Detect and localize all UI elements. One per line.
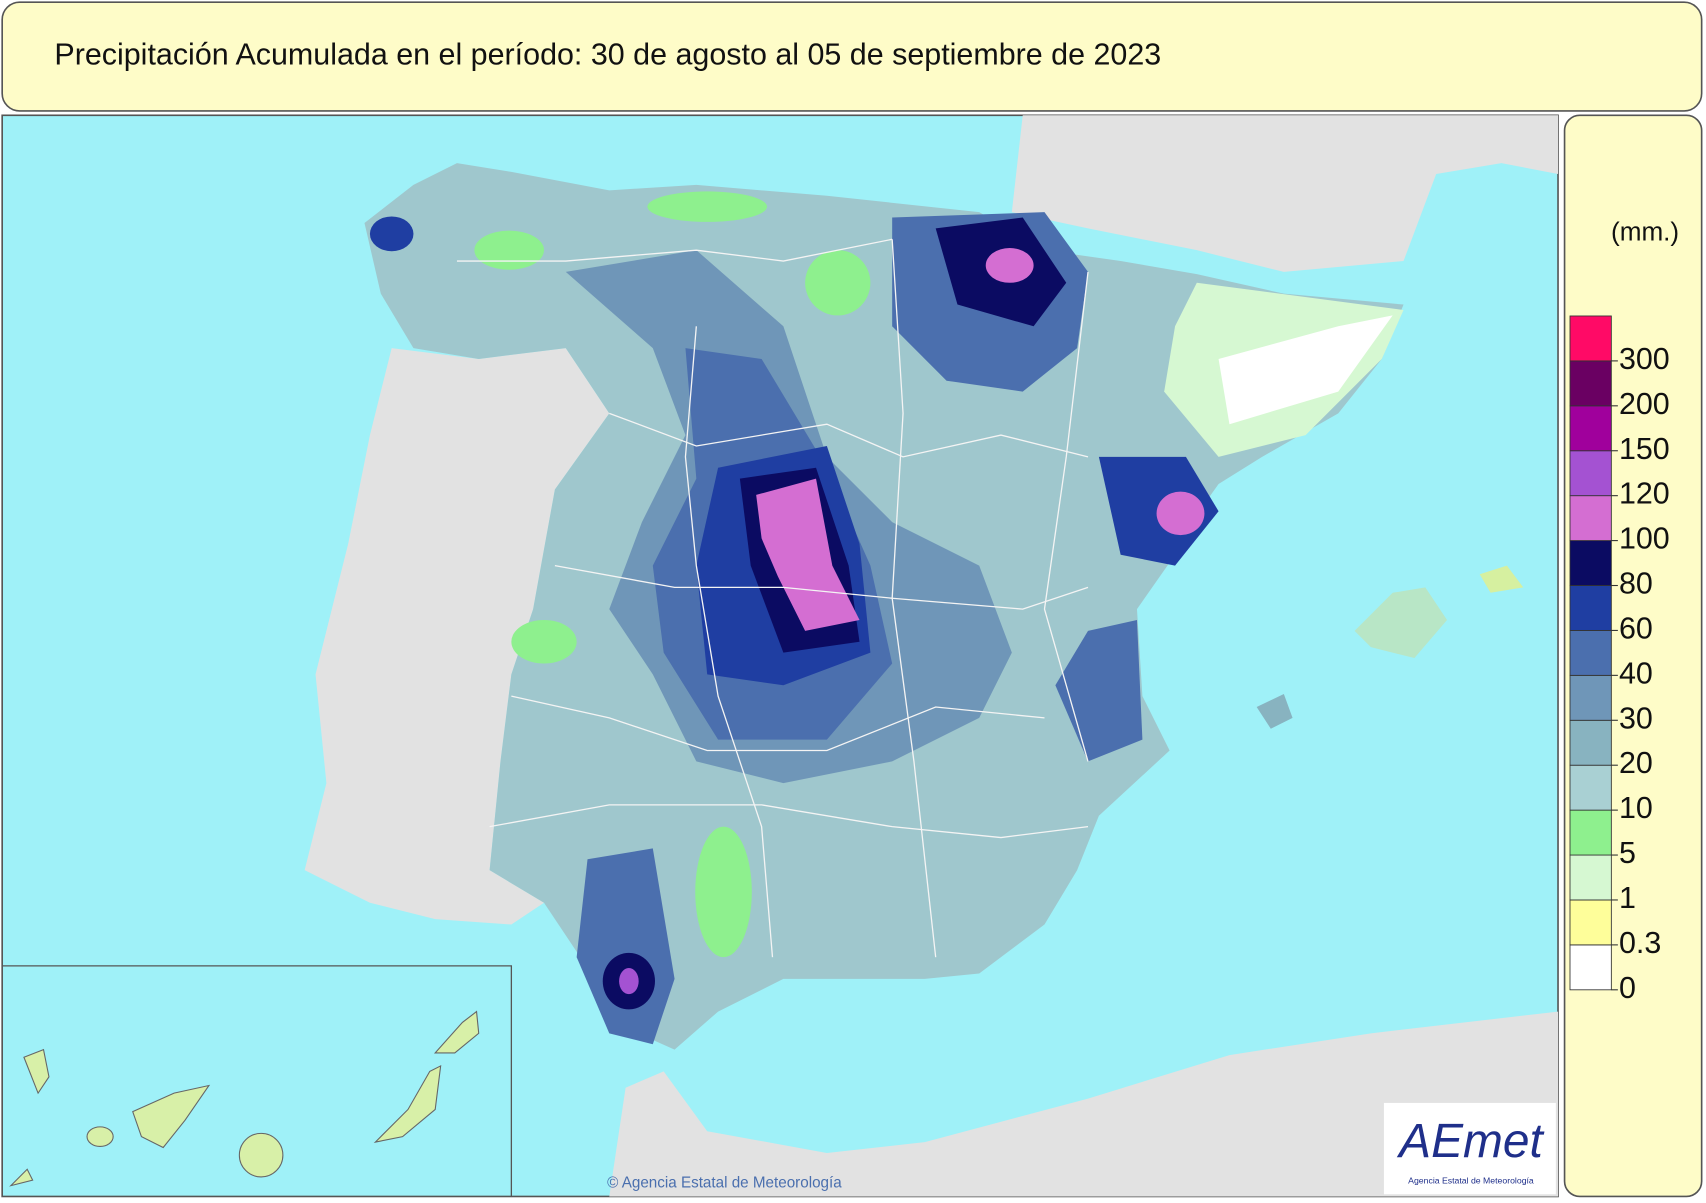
legend: (mm.) 0 0.3 1 5 10 20 30 40 60 80 100 120 150 200 300 bbox=[1563, 114, 1703, 1198]
legend-swatch bbox=[1569, 809, 1612, 856]
logo-subtitle: Agencia Estatal de Meteorología bbox=[1408, 1176, 1534, 1186]
canary-islands bbox=[9, 1010, 480, 1187]
legend-swatch bbox=[1569, 629, 1612, 676]
africa bbox=[609, 1011, 1559, 1197]
legend-swatch bbox=[1569, 540, 1612, 586]
area-east-100 bbox=[1156, 491, 1205, 536]
legend-label: 120 bbox=[1619, 477, 1670, 511]
area-galicia bbox=[369, 216, 414, 252]
legend-label: 200 bbox=[1619, 387, 1670, 421]
legend-swatch bbox=[1569, 405, 1612, 452]
legend-swatch bbox=[1569, 674, 1612, 721]
legend-swatch bbox=[1569, 360, 1612, 407]
legend-label: 0 bbox=[1619, 971, 1636, 1005]
legend-swatch bbox=[1569, 495, 1612, 542]
area-east-40 bbox=[1055, 619, 1143, 762]
legend-label: 30 bbox=[1619, 701, 1653, 735]
legend-label: 100 bbox=[1619, 522, 1670, 556]
area-green bbox=[511, 619, 577, 664]
area-north-100 bbox=[985, 247, 1034, 283]
legend-label: 300 bbox=[1619, 342, 1670, 376]
legend-label: 20 bbox=[1619, 746, 1653, 780]
menorca bbox=[1479, 565, 1524, 593]
france bbox=[1011, 115, 1559, 272]
legend-label: 40 bbox=[1619, 656, 1653, 690]
logo-text: AEmet bbox=[1396, 1115, 1544, 1168]
legend-swatch bbox=[1569, 764, 1612, 811]
legend-swatch bbox=[1569, 899, 1612, 946]
credit: © Agencia Estatal de Meteorología bbox=[607, 1174, 842, 1191]
legend-swatch bbox=[1569, 585, 1612, 631]
legend-swatch bbox=[1569, 719, 1612, 766]
legend-swatch bbox=[1569, 854, 1612, 901]
legend-label: 0.3 bbox=[1619, 926, 1661, 960]
legend-label: 1 bbox=[1619, 881, 1636, 915]
area-south-120 bbox=[619, 968, 639, 995]
ibiza bbox=[1256, 693, 1293, 729]
legend-unit: (mm.) bbox=[1611, 217, 1679, 247]
legend-swatch bbox=[1569, 315, 1612, 362]
legend-label: 60 bbox=[1619, 611, 1653, 645]
map: © Agencia Estatal de Meteorología AEmet … bbox=[1, 114, 1559, 1198]
legend-label: 150 bbox=[1619, 432, 1670, 466]
area-catalonia-0 bbox=[1218, 315, 1393, 425]
title: Precipitación Acumulada en el período: 3… bbox=[54, 38, 1161, 72]
area-green bbox=[805, 250, 871, 316]
logo-box bbox=[1383, 1102, 1556, 1195]
precipitation-areas bbox=[369, 191, 1404, 1045]
area-green bbox=[474, 230, 545, 270]
portugal bbox=[304, 348, 610, 925]
legend-swatch bbox=[1569, 944, 1612, 991]
legend-swatch bbox=[1569, 450, 1612, 497]
legend-label: 80 bbox=[1619, 567, 1653, 601]
area-green bbox=[695, 826, 752, 958]
mallorca bbox=[1354, 587, 1448, 659]
legend-label: 10 bbox=[1619, 791, 1653, 825]
area-green bbox=[647, 191, 768, 222]
inset-frame bbox=[2, 965, 513, 1197]
legend-label: 5 bbox=[1619, 836, 1636, 870]
region-borders bbox=[456, 238, 1089, 958]
header-box bbox=[1, 1, 1703, 112]
